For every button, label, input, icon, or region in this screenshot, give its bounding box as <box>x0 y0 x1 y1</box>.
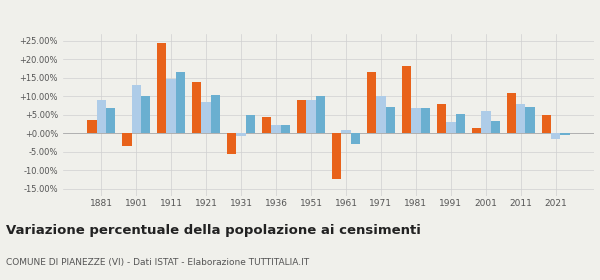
Bar <box>350 133 360 144</box>
Bar <box>122 133 131 146</box>
Bar <box>211 95 220 133</box>
Bar <box>437 104 446 133</box>
Bar <box>141 96 151 133</box>
Text: COMUNE DI PIANEZZE (VI) - Dati ISTAT - Elaborazione TUTTITALIA.IT: COMUNE DI PIANEZZE (VI) - Dati ISTAT - E… <box>6 258 309 267</box>
Bar <box>176 72 185 133</box>
Bar <box>307 100 316 133</box>
Bar <box>516 104 526 133</box>
Bar <box>446 122 455 133</box>
Bar <box>281 125 290 133</box>
Bar <box>386 108 395 133</box>
Bar <box>551 133 560 139</box>
Bar <box>411 108 421 133</box>
Bar <box>376 96 386 133</box>
Bar <box>192 82 202 133</box>
Bar <box>472 129 481 133</box>
Bar <box>97 100 106 133</box>
Bar <box>157 43 166 133</box>
Bar <box>271 125 281 133</box>
Bar <box>341 130 350 133</box>
Bar <box>455 114 465 133</box>
Bar <box>402 66 411 133</box>
Bar <box>481 111 491 133</box>
Bar <box>506 93 516 133</box>
Bar <box>526 108 535 133</box>
Bar <box>131 85 141 133</box>
Bar <box>236 133 246 136</box>
Bar <box>560 133 570 135</box>
Bar <box>246 115 255 133</box>
Bar <box>316 96 325 133</box>
Bar <box>367 72 376 133</box>
Bar <box>262 117 271 133</box>
Bar <box>106 108 115 133</box>
Bar <box>202 102 211 133</box>
Bar <box>227 133 236 153</box>
Bar <box>166 79 176 133</box>
Bar <box>297 100 307 133</box>
Bar <box>87 120 97 133</box>
Bar <box>491 121 500 133</box>
Bar <box>332 133 341 179</box>
Bar <box>542 115 551 133</box>
Text: Variazione percentuale della popolazione ai censimenti: Variazione percentuale della popolazione… <box>6 224 421 237</box>
Bar <box>421 108 430 133</box>
